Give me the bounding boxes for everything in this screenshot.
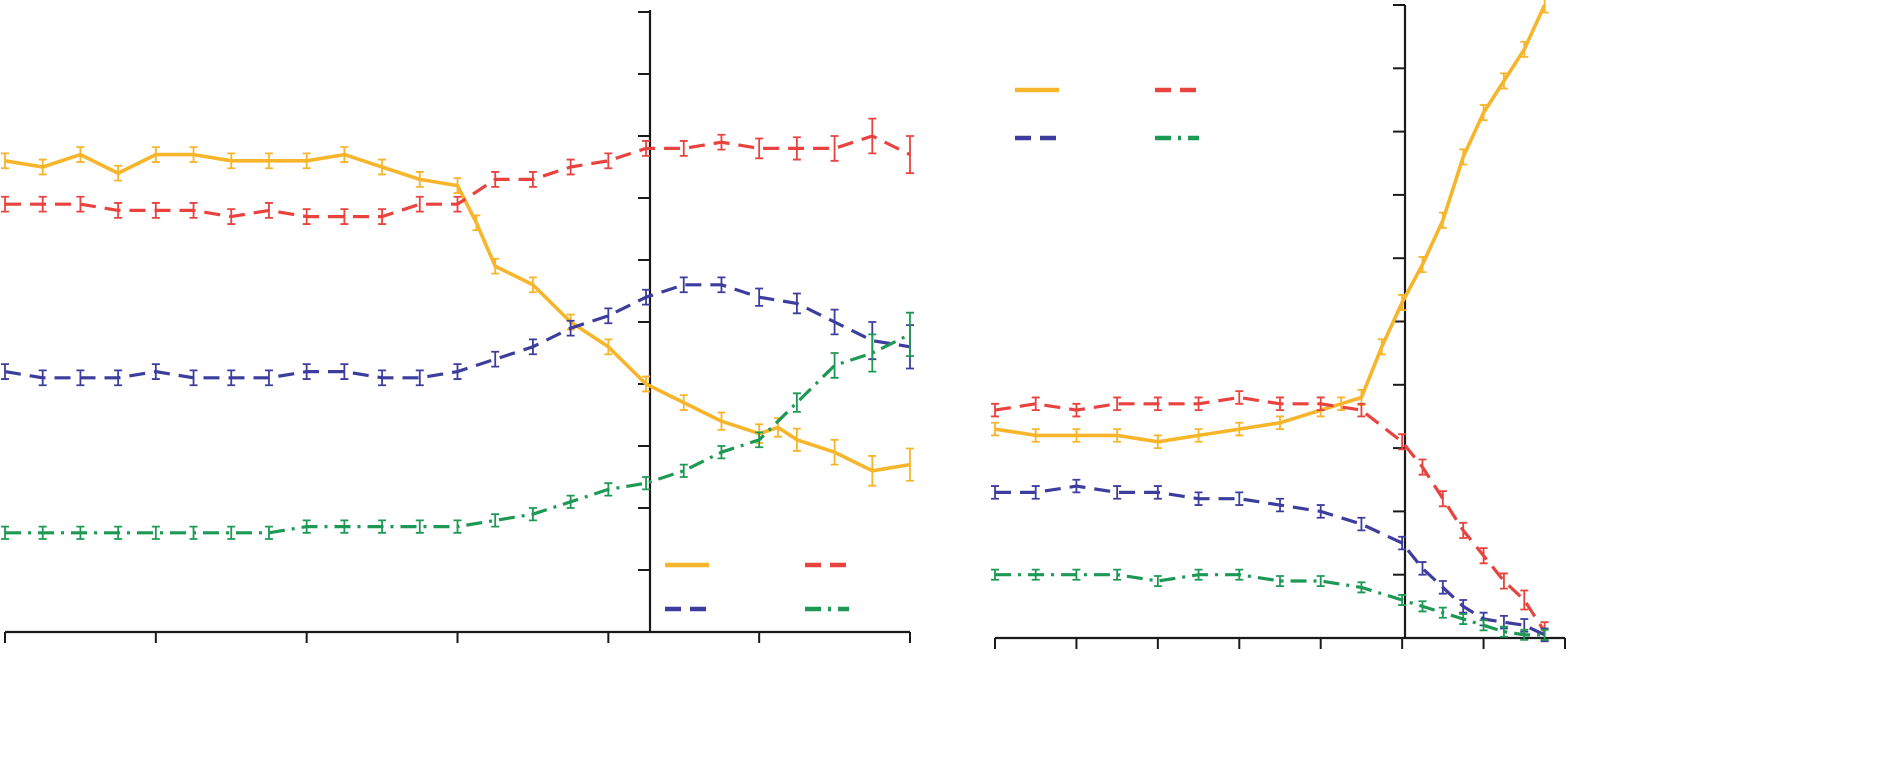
error-bar — [1153, 575, 1162, 587]
series-group — [991, 478, 1549, 643]
error-bar — [1418, 561, 1427, 576]
error-bar — [906, 311, 914, 357]
series-group — [1, 276, 914, 387]
error-bar — [491, 350, 500, 368]
error-bar — [264, 525, 273, 540]
error-bar — [1235, 390, 1244, 405]
error-bar — [415, 195, 424, 213]
error-bar — [1540, 628, 1549, 641]
error-bar — [1520, 589, 1529, 611]
series-line — [994, 4, 1547, 444]
series-line — [5, 134, 911, 219]
error-bar — [1113, 485, 1122, 500]
error-bar — [1438, 490, 1447, 508]
error-bar — [1499, 572, 1508, 590]
error-bar — [415, 369, 424, 387]
error-bar — [1276, 575, 1284, 587]
error-bar — [604, 307, 613, 325]
error-bar — [1499, 625, 1508, 638]
error-bar — [415, 519, 424, 534]
error-bar — [340, 208, 349, 225]
error-bar — [1031, 396, 1040, 412]
error-bar — [830, 352, 839, 379]
error-bar — [604, 152, 613, 170]
right-panel — [991, 0, 1566, 649]
error-bar — [830, 135, 839, 162]
error-bar — [1357, 402, 1366, 418]
error-bar — [642, 476, 651, 491]
error-bar — [340, 363, 349, 380]
error-bar — [227, 525, 236, 540]
error-bar — [1316, 575, 1325, 587]
error-bar — [1357, 516, 1366, 532]
error-bar — [792, 392, 801, 413]
series-group — [991, 0, 1549, 449]
series-group — [991, 568, 1549, 641]
error-bar — [151, 525, 160, 540]
series-group — [1, 117, 914, 225]
error-bar — [1113, 396, 1122, 412]
series-group — [1, 311, 914, 540]
error-bar — [1235, 491, 1244, 506]
series-line — [5, 332, 911, 535]
error-bar — [679, 140, 688, 157]
error-bar — [679, 463, 688, 478]
error-bar — [491, 513, 500, 528]
error-bar — [991, 402, 999, 418]
series-line — [4, 283, 911, 380]
left-panel — [1, 10, 914, 643]
series-line — [995, 573, 1545, 637]
series-line — [994, 395, 1546, 633]
error-bar — [1398, 433, 1407, 451]
series-group — [991, 390, 1549, 643]
error-bar — [679, 276, 688, 294]
error-bar — [755, 137, 764, 160]
